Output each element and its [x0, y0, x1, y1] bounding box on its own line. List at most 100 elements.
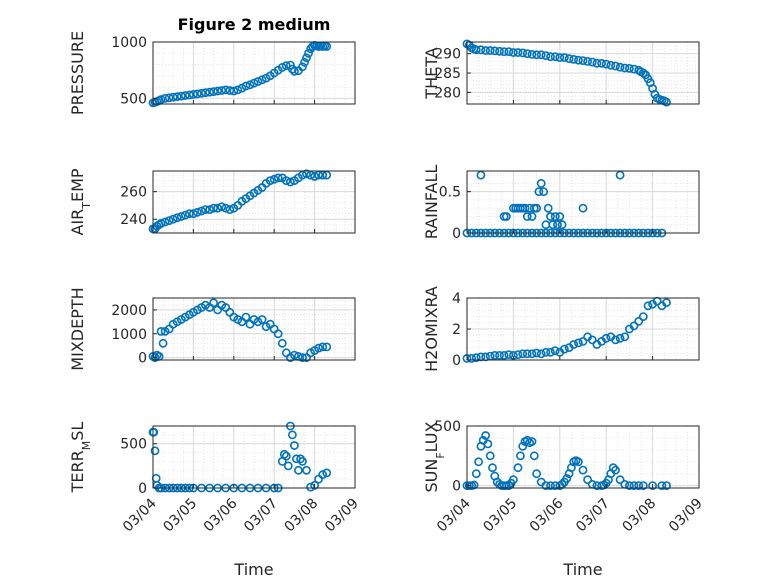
data-point — [188, 209, 198, 219]
data-point — [281, 451, 291, 461]
x-tick-label: 03/08 — [620, 496, 660, 536]
data-point — [657, 481, 667, 490]
data-point — [546, 347, 555, 357]
data-point — [548, 220, 558, 230]
data-point — [289, 441, 299, 450]
data-point — [488, 463, 497, 473]
data-point — [638, 68, 648, 78]
data-point — [625, 64, 634, 73]
axes-frame — [466, 425, 700, 489]
data-point — [527, 437, 537, 446]
data-point — [304, 48, 313, 58]
axes-frame — [466, 170, 700, 234]
data-point — [499, 350, 509, 360]
data-point — [150, 353, 160, 362]
data-point — [287, 64, 297, 74]
data-point — [158, 338, 168, 348]
x-tick-label: 03/06 — [201, 495, 241, 535]
data-point — [513, 463, 523, 473]
x-tick-label: 03/05 — [480, 496, 520, 536]
data-point — [587, 57, 597, 67]
data-point — [648, 481, 657, 490]
data-point — [518, 441, 528, 451]
data-point — [310, 480, 319, 490]
data-point — [536, 178, 546, 188]
y-axis-label: MIXDEPTH — [68, 287, 87, 370]
y-tick-label: 290 — [434, 47, 461, 63]
data-point — [606, 60, 616, 70]
data-point — [273, 329, 283, 339]
data-point — [634, 481, 644, 490]
data-point — [555, 212, 565, 221]
data-point — [209, 298, 218, 308]
data-point — [265, 176, 275, 185]
data-point — [149, 427, 159, 437]
data-point — [597, 58, 606, 68]
data-point — [318, 342, 328, 352]
data-point — [469, 480, 479, 490]
x-tick-label: 03/06 — [527, 495, 567, 535]
y-tick-label: 500 — [120, 437, 147, 453]
y-tick-label: 280 — [434, 85, 461, 101]
x-axis-label: Time — [233, 560, 273, 579]
data-point — [221, 85, 231, 95]
data-point — [160, 217, 170, 227]
data-point — [322, 342, 332, 352]
data-point — [578, 203, 588, 213]
data-point — [578, 336, 588, 346]
data-point — [217, 202, 227, 212]
data-point — [534, 187, 544, 197]
data-point — [546, 52, 555, 62]
data-point — [293, 465, 303, 475]
data-point — [302, 53, 311, 63]
y-axis-label: PRESSURE — [68, 31, 87, 115]
x-axis-label: Time — [562, 560, 602, 579]
data-point — [578, 465, 588, 475]
x-tick-label: 03/05 — [160, 496, 200, 536]
data-point — [209, 203, 218, 213]
data-point — [180, 210, 190, 220]
data-point — [225, 205, 235, 214]
data-point — [279, 449, 289, 459]
axes-frame — [152, 425, 356, 489]
y-axis-label: H2OMIXRA — [422, 286, 441, 372]
data-point — [615, 475, 625, 485]
data-point — [322, 42, 332, 51]
axes-frame — [152, 41, 356, 105]
data-point — [485, 46, 495, 55]
data-point — [495, 350, 504, 360]
y-axis-label: TERRMSL — [68, 422, 93, 494]
x-tick-label: 03/04 — [434, 495, 474, 535]
axes-frame — [152, 170, 356, 234]
data-point — [481, 46, 490, 55]
data-point — [281, 176, 291, 185]
data-point — [615, 333, 625, 343]
data-point — [245, 80, 255, 90]
data-point — [638, 481, 648, 490]
data-point — [164, 93, 174, 103]
data-point — [625, 481, 634, 490]
y-tick-label: 0 — [452, 479, 461, 495]
data-point — [522, 435, 532, 445]
data-point — [583, 475, 592, 485]
y-tick-label: 260 — [120, 185, 147, 201]
data-point — [213, 203, 222, 213]
data-point — [560, 344, 569, 354]
data-point — [285, 177, 295, 187]
data-point — [513, 48, 523, 57]
data-point — [322, 468, 332, 478]
data-point — [555, 53, 565, 62]
y-axis-label: AIRTEMP — [68, 168, 93, 235]
data-point — [209, 87, 218, 96]
data-point — [467, 353, 476, 363]
data-point — [217, 86, 227, 95]
data-point — [601, 59, 611, 69]
data-point — [536, 349, 546, 359]
y-tick-label: 0 — [452, 226, 461, 242]
data-point — [557, 220, 567, 230]
data-point — [541, 51, 551, 60]
data-point — [273, 173, 283, 183]
y-axis-label: THETA — [422, 47, 441, 99]
data-point — [168, 92, 178, 102]
